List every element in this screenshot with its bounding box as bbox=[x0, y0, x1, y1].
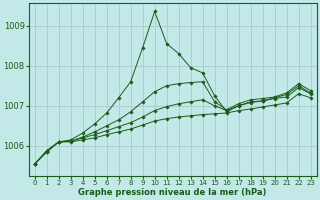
X-axis label: Graphe pression niveau de la mer (hPa): Graphe pression niveau de la mer (hPa) bbox=[78, 188, 267, 197]
